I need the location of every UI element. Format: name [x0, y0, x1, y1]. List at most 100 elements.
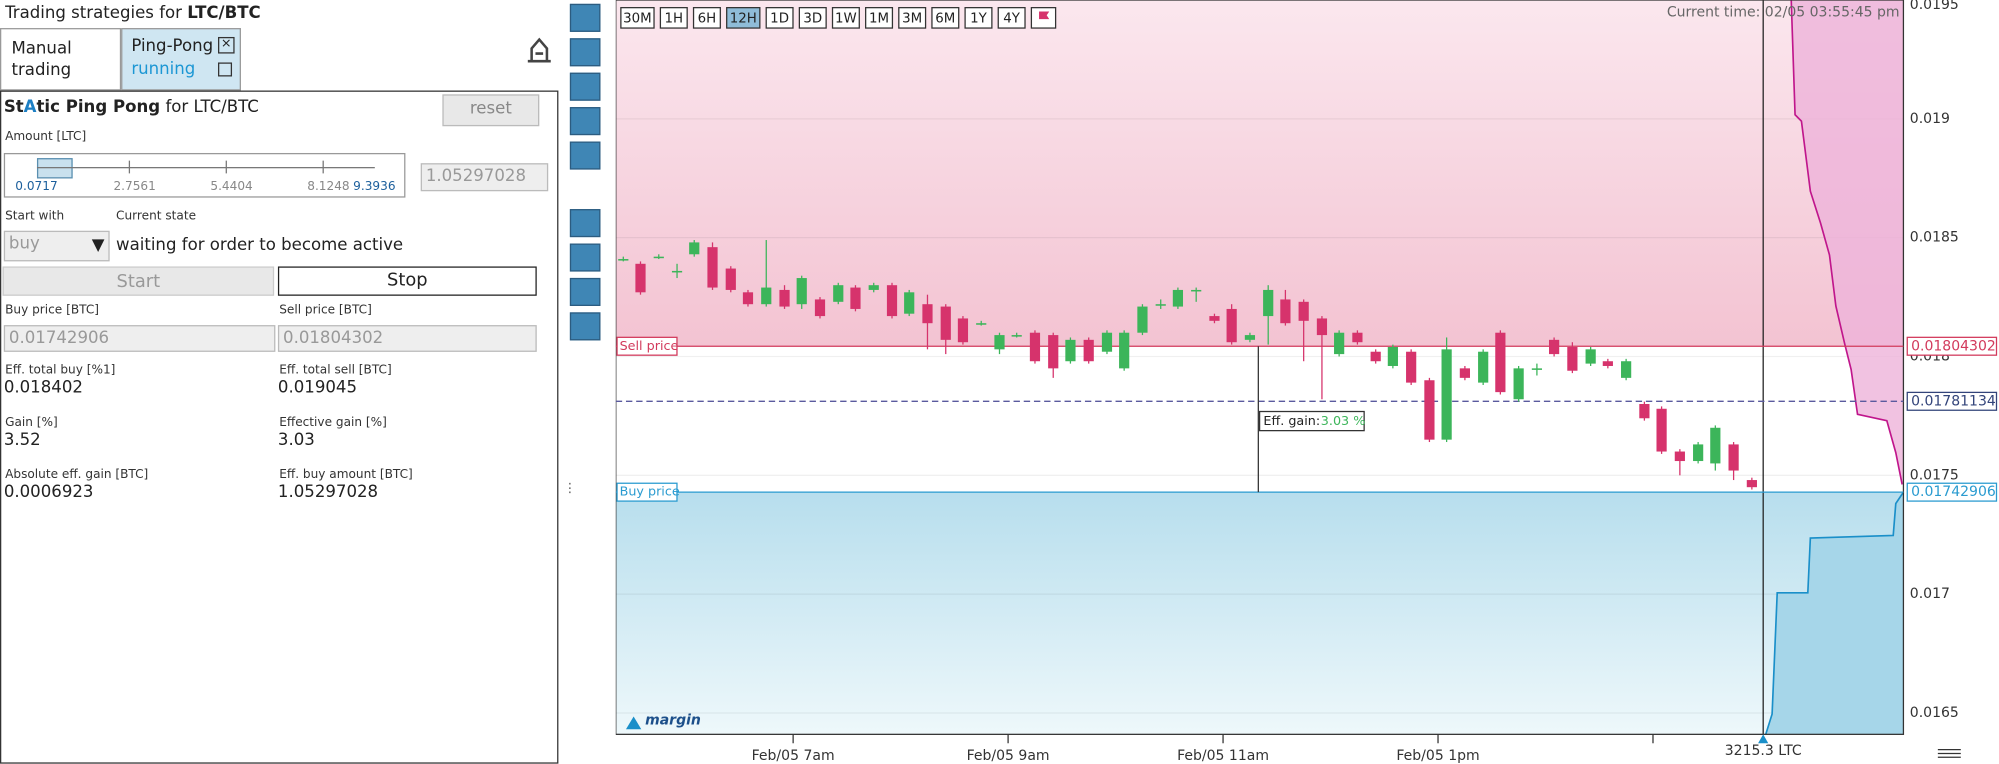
title-text: Trading strategies for — [5, 3, 188, 23]
tool-icon[interactable] — [569, 209, 601, 238]
candle-body — [1334, 332, 1345, 355]
slider-tick-label: 2.7561 — [113, 179, 156, 194]
x-tick-label: Feb/05 7am — [752, 748, 835, 764]
timeframe-button[interactable] — [659, 7, 688, 29]
tool-icon[interactable] — [569, 38, 601, 67]
timeframe-button[interactable] — [798, 7, 827, 29]
tool-icon[interactable] — [569, 243, 601, 272]
x-tick-label: Feb/05 11am — [1177, 748, 1269, 764]
splitter[interactable]: ⋮ — [563, 481, 577, 496]
start-button[interactable]: Start — [2, 266, 275, 296]
candle-body — [779, 289, 790, 307]
field-value: 0.018402 — [3, 378, 83, 398]
timeframe-button[interactable] — [831, 7, 860, 29]
timeframe-button[interactable] — [898, 7, 927, 29]
candle-body — [1263, 289, 1274, 317]
candle-body — [689, 242, 700, 255]
state-text: waiting for order to become active — [116, 235, 404, 255]
name-part: tic Ping Pong — [36, 98, 161, 118]
tab-manual[interactable]: Manual trading — [0, 28, 122, 91]
price-tag-label: Buy price — [620, 485, 680, 500]
timeframe-label: 6H — [698, 11, 717, 26]
timeframe-button[interactable] — [865, 7, 894, 29]
candle-body — [1478, 351, 1489, 383]
timeframe-label: 1H — [664, 11, 683, 26]
strategy-icon[interactable] — [523, 33, 556, 66]
buy-zone — [615, 492, 1904, 735]
tool-icon[interactable] — [569, 312, 601, 341]
timeframe-button[interactable] — [620, 7, 655, 29]
axis-price-box — [1906, 336, 1998, 356]
candle-body — [725, 268, 736, 290]
candle-body — [1244, 335, 1256, 340]
axis-price: 0.01804302 — [1911, 338, 1996, 354]
field-label: Gain [%] — [5, 415, 58, 430]
field-input: 0.01742906 — [3, 325, 276, 352]
candle-body — [1155, 304, 1166, 306]
slider-range — [36, 158, 73, 179]
title-pair: LTC/BTC — [187, 3, 261, 23]
timeframe-label: 1W — [835, 11, 857, 26]
reset-button[interactable]: reset — [442, 94, 540, 127]
tab-pingpong[interactable]: Ping-Pong running × — [121, 28, 241, 91]
slider[interactable]: 0.0717 2.7561 5.4404 8.1248 9.3936 — [3, 152, 406, 198]
start-select[interactable]: buy ▼ — [3, 230, 110, 262]
tool-icon[interactable] — [569, 277, 601, 306]
position-label: 3215.3 LTC — [1725, 743, 1802, 759]
timeframe-button[interactable] — [692, 7, 721, 29]
timeframe-button[interactable] — [726, 7, 761, 29]
axis-price: 0.01742906 — [1911, 484, 1996, 500]
brand-logo — [625, 716, 642, 730]
candle-body — [1048, 335, 1059, 369]
popout-icon[interactable] — [218, 62, 233, 77]
candle-body — [886, 285, 898, 317]
candle-body — [976, 323, 987, 325]
candle-body — [1495, 332, 1506, 393]
candle-body — [1602, 361, 1613, 366]
field-label: Buy price [BTC] — [5, 303, 100, 318]
amount-input[interactable]: 1.05297028 — [420, 163, 549, 192]
candle-body — [1710, 427, 1721, 464]
slider-tick — [225, 160, 227, 174]
candle-body — [1226, 308, 1237, 343]
tool-icon[interactable] — [569, 3, 601, 32]
tool-icon[interactable] — [569, 107, 601, 136]
slider-tick-label: 8.1248 — [307, 179, 350, 194]
field-value: 1.05297028 — [277, 483, 379, 503]
close-icon[interactable]: × — [218, 36, 235, 54]
field-label: Eff. total buy [%1] — [5, 363, 116, 378]
strategy-panel — [0, 90, 559, 764]
gain-label: Eff. gain: — [1263, 414, 1320, 429]
candle-body — [1531, 368, 1543, 370]
slider-tick-label: 9.3936 — [353, 179, 396, 194]
candle-body — [707, 247, 718, 288]
timeframe-label: 4Y — [1003, 11, 1021, 26]
candle-body — [1137, 306, 1148, 333]
stop-button[interactable]: Stop — [277, 266, 537, 296]
field-label: Current state — [116, 209, 197, 224]
axis-price-box — [1906, 482, 1998, 502]
candle-body — [922, 304, 933, 324]
timeframe-button[interactable] — [964, 7, 993, 29]
timeframe-button[interactable] — [765, 7, 794, 29]
timeframe-button[interactable] — [997, 7, 1026, 29]
tab-label: Manual trading — [11, 39, 72, 81]
panel-title: Trading strategies for LTC/BTC — [5, 4, 261, 23]
timeframe-label: 30M — [623, 11, 652, 26]
field-label: Eff. buy amount [BTC] — [279, 467, 413, 482]
x-tick-label: Feb/05 1pm — [1396, 748, 1479, 764]
tab-status: running — [131, 59, 196, 80]
candle-body — [618, 259, 629, 261]
candle-body — [742, 292, 754, 305]
icon-path — [527, 37, 551, 63]
candle-body — [635, 263, 646, 293]
timeframe-button[interactable] — [931, 7, 960, 29]
tool-icon[interactable] — [569, 175, 601, 204]
tool-icon[interactable] — [569, 141, 601, 170]
candle-body — [904, 292, 915, 314]
brand: margin — [645, 712, 701, 728]
tool-icon[interactable] — [569, 72, 601, 101]
candle-body — [1459, 368, 1470, 378]
candle-body — [1370, 351, 1381, 362]
gain-box — [1258, 410, 1365, 432]
